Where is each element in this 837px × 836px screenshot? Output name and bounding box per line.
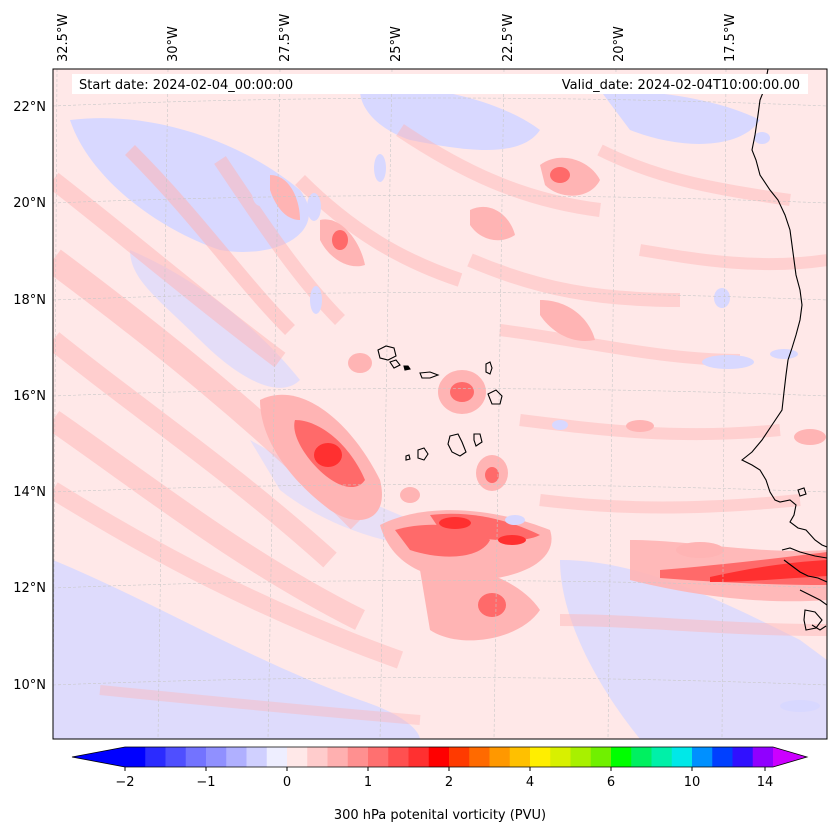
colorbar-bin xyxy=(671,747,693,767)
latitude-labels: 22°N 20°N 18°N 16°N 14°N 12°N 10°N xyxy=(13,100,46,693)
island-santiago xyxy=(447,433,467,457)
valid-date-label: Valid_date: 2024-02-04T10:00:00.00 xyxy=(561,78,800,93)
colorbar-bin xyxy=(165,747,187,767)
colorbar-bin xyxy=(347,747,369,767)
colorbar-tick-label: 1 xyxy=(364,775,372,790)
lon-label: 32.5°W xyxy=(56,14,71,62)
colorbar-bin xyxy=(631,747,652,767)
colorbar-tick-label: 0 xyxy=(283,775,291,790)
longitude-labels: 32.5°W 30°W 27.5°W 25°W 22.5°W 20°W 17.5… xyxy=(56,14,738,62)
max-pv-regions xyxy=(314,443,827,582)
colorbar-bin xyxy=(509,747,531,767)
colorbar-label: 300 hPa potenital vorticity (PVU) xyxy=(333,808,547,823)
colorbar-bin xyxy=(388,747,409,767)
colorbar-bin xyxy=(125,747,146,767)
colorbar-bin xyxy=(307,747,328,767)
colorbar-tick-label: 6 xyxy=(607,775,615,790)
gridlines xyxy=(53,69,827,739)
colorbar-bin xyxy=(570,747,592,767)
colorbar-tick-label: −1 xyxy=(196,775,215,790)
colorbar-bin xyxy=(185,747,207,767)
colorbar-bin xyxy=(530,747,551,767)
colorbar-under-arrow xyxy=(72,747,125,767)
colorbar-bin xyxy=(692,747,713,767)
start-date-label: Start date: 2024-02-04_00:00:00 xyxy=(79,78,294,93)
colorbar-bin xyxy=(611,747,632,767)
colorbar-bin xyxy=(651,747,673,767)
africa-coastline xyxy=(740,69,827,548)
lon-label: 30°W xyxy=(166,26,181,62)
date-banner xyxy=(72,74,808,94)
low-pv-spots xyxy=(252,132,820,712)
colorbar-tick-label: 4 xyxy=(526,775,534,790)
coastline xyxy=(740,69,827,631)
lat-label: 16°N xyxy=(13,389,46,404)
island-boa-vista xyxy=(487,389,503,405)
colorbar-bin xyxy=(226,747,247,767)
island-maio xyxy=(473,433,483,447)
island-sao-vicente xyxy=(389,359,401,369)
pv-field xyxy=(53,69,827,739)
colorbar-bin xyxy=(489,747,511,767)
colorbar-bin xyxy=(752,747,774,767)
colorbar: −2 −1 0 1 2 4 6 10 14 xyxy=(71,746,809,790)
lon-label: 25°W xyxy=(389,26,404,62)
lat-label: 22°N xyxy=(13,100,46,115)
cape-verde-islands xyxy=(377,345,503,461)
island-sal xyxy=(485,361,493,375)
colorbar-bin xyxy=(550,747,571,767)
island-brava xyxy=(405,454,411,461)
colorbar-tick-label: −2 xyxy=(115,775,134,790)
colorbar-tick-label: 14 xyxy=(757,775,774,790)
colorbar-bin xyxy=(327,747,349,767)
colorbar-over-arrow xyxy=(773,747,807,767)
island-santa-luzia xyxy=(403,365,411,371)
colorbar-bin xyxy=(469,747,490,767)
lon-label: 27.5°W xyxy=(278,14,293,62)
colorbar-bin xyxy=(449,747,470,767)
colorbar-bin xyxy=(712,747,733,767)
colorbar-bin xyxy=(590,747,612,767)
colorbar-tick-label: 10 xyxy=(684,775,701,790)
colorbar-bin xyxy=(266,747,288,767)
lat-label: 14°N xyxy=(13,485,46,500)
colorbar-bin xyxy=(287,747,308,767)
colorbar-bin xyxy=(206,747,227,767)
colorbar-ticks: −2 −1 0 1 2 4 6 10 14 xyxy=(115,767,773,790)
lon-label: 17.5°W xyxy=(723,14,738,62)
lat-label: 20°N xyxy=(13,196,46,211)
island-santo-antao xyxy=(377,345,397,361)
map-frame xyxy=(52,68,828,740)
pv-streaks xyxy=(53,124,827,725)
island-sao-nicolau xyxy=(419,371,440,379)
island-fogo xyxy=(417,447,429,461)
colorbar-tick-label: 2 xyxy=(445,775,453,790)
colorbar-bin xyxy=(408,747,430,767)
colorbar-bin xyxy=(368,747,389,767)
lon-label: 20°W xyxy=(612,26,627,62)
colorbar-bin xyxy=(732,747,754,767)
colorbar-bin xyxy=(428,747,450,767)
colorbar-bin xyxy=(246,747,268,767)
lon-label: 22.5°W xyxy=(501,14,516,62)
lat-label: 12°N xyxy=(13,581,46,596)
lat-label: 18°N xyxy=(13,293,46,308)
colorbar-bin xyxy=(145,747,166,767)
lat-label: 10°N xyxy=(13,678,46,693)
